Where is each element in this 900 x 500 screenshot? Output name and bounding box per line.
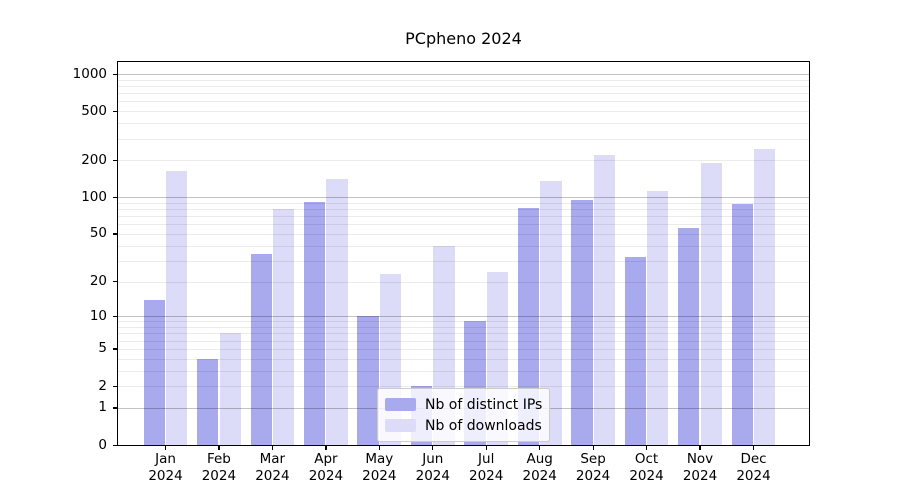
- y-tick-mark-10: [113, 315, 117, 317]
- legend-swatch-distinct-ips-icon: [385, 398, 416, 411]
- x-tick-mark-jul: [485, 446, 487, 450]
- y-tick-label-200: 200: [81, 151, 107, 168]
- x-tick-year: 2024: [148, 468, 183, 484]
- x-tick-month: Aug: [526, 451, 553, 467]
- y-tick-label-100: 100: [81, 188, 107, 205]
- bar-downloads-oct: [647, 191, 669, 445]
- y-tick-label-10: 10: [89, 307, 107, 324]
- bar-downloads-aug: [540, 181, 562, 445]
- x-tick-label-may: May 2024: [347, 451, 411, 485]
- y-tick-label-2: 2: [98, 377, 107, 394]
- bar-distinct-ips-aug: [517, 207, 540, 445]
- bar-distinct-ips-nov: [678, 227, 700, 445]
- x-tick-mark-mar: [271, 446, 274, 450]
- x-tick-mark-sep: [592, 446, 594, 450]
- y-tick-label-50: 50: [89, 225, 107, 242]
- bar-distinct-ips-feb: [197, 358, 219, 445]
- x-tick-label-dec: Dec 2024: [722, 451, 786, 485]
- x-tick-label-apr: Apr 2024: [294, 451, 358, 485]
- plot-area: Nb of distinct IPs Nb of downloads: [117, 61, 810, 446]
- bar-downloads-sep: [593, 155, 615, 445]
- x-tick-year: 2024: [522, 468, 557, 484]
- x-tick-year: 2024: [469, 468, 504, 484]
- x-tick-mark-aug: [539, 446, 541, 450]
- x-tick-label-jun: Jun 2024: [401, 451, 465, 485]
- x-tick-year: 2024: [415, 468, 450, 484]
- y-tick-mark-20: [113, 281, 117, 283]
- bar-distinct-ips-dec: [731, 204, 753, 445]
- bar-downloads-nov: [700, 163, 722, 445]
- y-tick-mark-5: [113, 348, 117, 350]
- y-tick-mark-100: [113, 196, 117, 198]
- y-tick-mark-50: [113, 233, 117, 235]
- x-tick-label-feb: Feb 2024: [187, 451, 251, 485]
- x-tick-month: Jun: [422, 451, 444, 467]
- x-tick-label-sep: Sep 2024: [561, 451, 625, 485]
- x-tick-year: 2024: [575, 468, 611, 484]
- x-tick-label-mar: Mar 2024: [240, 451, 304, 485]
- y-tick-label-500: 500: [81, 102, 107, 119]
- y-tick-label-1: 1: [98, 399, 107, 416]
- x-tick-month: Mar: [259, 451, 286, 467]
- x-tick-mark-dec: [752, 446, 755, 450]
- bar-distinct-ips-apr: [304, 201, 326, 445]
- bar-downloads-dec: [754, 149, 776, 445]
- y-tick-mark-1: [113, 407, 117, 409]
- x-tick-label-oct: Oct 2024: [615, 451, 679, 485]
- x-tick-year: 2024: [308, 468, 344, 484]
- x-tick-month: Oct: [634, 451, 659, 467]
- chart-title: PCpheno 2024: [405, 29, 522, 48]
- bar-distinct-ips-sep: [571, 199, 593, 445]
- x-tick-year: 2024: [255, 468, 290, 484]
- x-tick-month: Jan: [155, 451, 176, 467]
- x-tick-mark-jan: [164, 446, 167, 450]
- x-tick-month: Dec: [740, 451, 767, 467]
- legend-label-distinct-ips: Nb of distinct IPs: [425, 396, 543, 413]
- y-tick-mark-500: [113, 110, 117, 112]
- x-tick-year: 2024: [629, 468, 664, 484]
- x-tick-label-jul: Jul 2024: [454, 451, 518, 485]
- legend-item-downloads: Nb of downloads: [385, 415, 542, 436]
- bar-distinct-ips-oct: [624, 257, 646, 445]
- x-tick-mark-apr: [325, 446, 327, 450]
- x-tick-year: 2024: [201, 468, 237, 484]
- y-tick-mark-2: [113, 385, 117, 387]
- bar-downloads-jan: [166, 170, 188, 445]
- y-tick-mark-0: [113, 444, 117, 446]
- x-tick-mark-oct: [645, 446, 648, 450]
- x-tick-month: Sep: [580, 451, 606, 467]
- legend-label-downloads: Nb of downloads: [425, 417, 542, 434]
- y-tick-label-5: 5: [98, 340, 107, 357]
- x-tick-mark-may: [378, 446, 380, 450]
- legend-swatch-downloads-icon: [385, 419, 416, 432]
- x-tick-year: 2024: [682, 468, 718, 484]
- legend: Nb of distinct IPs Nb of downloads: [377, 388, 550, 442]
- y-tick-label-1000: 1000: [72, 65, 107, 82]
- bar-downloads-mar: [272, 209, 295, 445]
- x-tick-year: 2024: [362, 468, 397, 484]
- x-tick-mark-jun: [432, 446, 434, 450]
- y-tick-label-0: 0: [98, 436, 107, 453]
- legend-item-distinct-ips: Nb of distinct IPs: [385, 394, 543, 415]
- x-tick-mark-nov: [699, 446, 701, 450]
- x-tick-year: 2024: [736, 468, 771, 484]
- bar-distinct-ips-mar: [250, 254, 272, 445]
- x-tick-month: Apr: [314, 451, 338, 467]
- x-tick-label-aug: Aug 2024: [508, 451, 572, 485]
- bar-downloads-apr: [326, 179, 348, 445]
- x-tick-month: Feb: [206, 451, 231, 467]
- x-tick-month: Nov: [686, 451, 714, 467]
- y-tick-label-20: 20: [89, 273, 107, 289]
- x-tick-month: May: [365, 451, 394, 467]
- y-tick-mark-1000: [113, 73, 117, 75]
- x-tick-mark-feb: [218, 446, 220, 450]
- bar-downloads-feb: [219, 333, 241, 445]
- x-tick-label-nov: Nov 2024: [668, 451, 732, 485]
- x-tick-label-jan: Jan 2024: [134, 451, 198, 485]
- x-tick-month: Jul: [478, 451, 495, 467]
- bar-distinct-ips-may: [357, 316, 379, 445]
- y-tick-mark-200: [113, 159, 117, 161]
- bar-distinct-ips-jan: [143, 299, 165, 445]
